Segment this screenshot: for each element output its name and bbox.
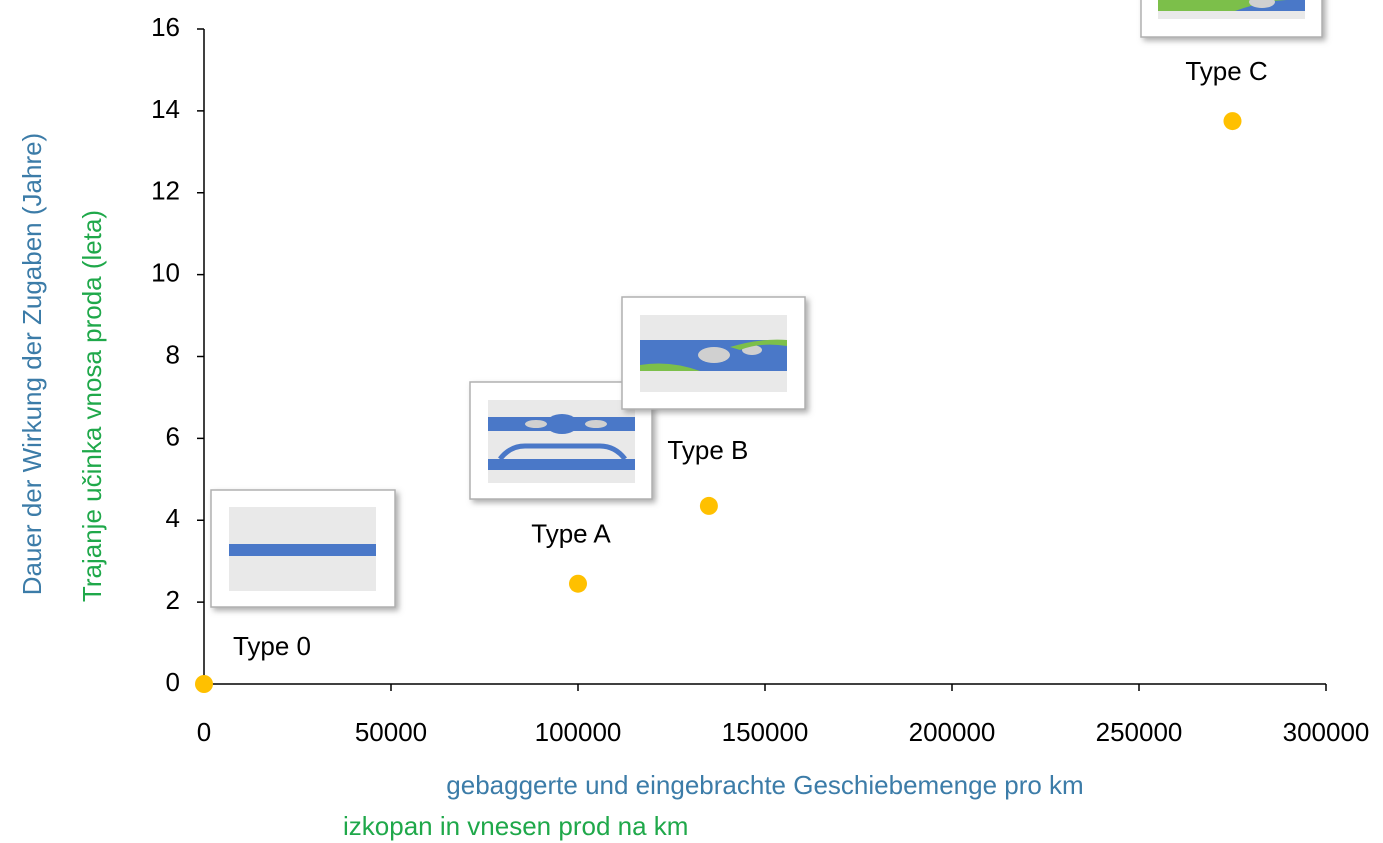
x-tick-label: 300000 bbox=[1283, 717, 1370, 747]
y-tick-label: 14 bbox=[151, 94, 180, 124]
y-axis-label-2: Trajanje učinka vnosa proda (leta) bbox=[77, 210, 107, 602]
y-tick-label: 2 bbox=[166, 585, 180, 615]
point bbox=[569, 574, 587, 593]
point-label: Type A bbox=[531, 519, 611, 549]
point-label: Type C bbox=[1185, 56, 1267, 86]
x-tick-label: 150000 bbox=[722, 717, 809, 747]
thumbnail-type-b bbox=[621, 296, 806, 410]
point-label: Type B bbox=[667, 435, 748, 465]
point bbox=[699, 496, 718, 515]
x-tick-label: 0 bbox=[197, 717, 211, 747]
point-label: Type 0 bbox=[233, 631, 311, 661]
y-tick-label: 12 bbox=[151, 176, 180, 206]
y-tick-label: 0 bbox=[166, 667, 180, 697]
point bbox=[1223, 112, 1242, 131]
x-axis-label-2: izkopan in vnesen prod na km bbox=[343, 811, 688, 841]
y-tick-label: 16 bbox=[151, 12, 180, 42]
x-axis-label: gebaggerte und eingebrachte Geschiebemen… bbox=[446, 770, 1083, 800]
y-tick-label: 8 bbox=[166, 339, 180, 369]
x-tick-label: 50000 bbox=[355, 717, 427, 747]
thumbnail-type-a bbox=[469, 381, 653, 500]
y-tick-label: 4 bbox=[166, 503, 180, 533]
x-tick-label: 100000 bbox=[535, 717, 622, 747]
y-axis-label: Dauer der Wirkung der Zugaben (Jahre) bbox=[17, 133, 47, 595]
thumbnail-type-0 bbox=[210, 489, 396, 608]
y-tick-label: 6 bbox=[166, 421, 180, 451]
point bbox=[195, 675, 213, 693]
y-tick-label: 10 bbox=[151, 258, 180, 288]
x-tick-label: 200000 bbox=[909, 717, 996, 747]
thumbnail-type-c bbox=[1140, 0, 1323, 38]
x-tick-label: 250000 bbox=[1096, 717, 1183, 747]
